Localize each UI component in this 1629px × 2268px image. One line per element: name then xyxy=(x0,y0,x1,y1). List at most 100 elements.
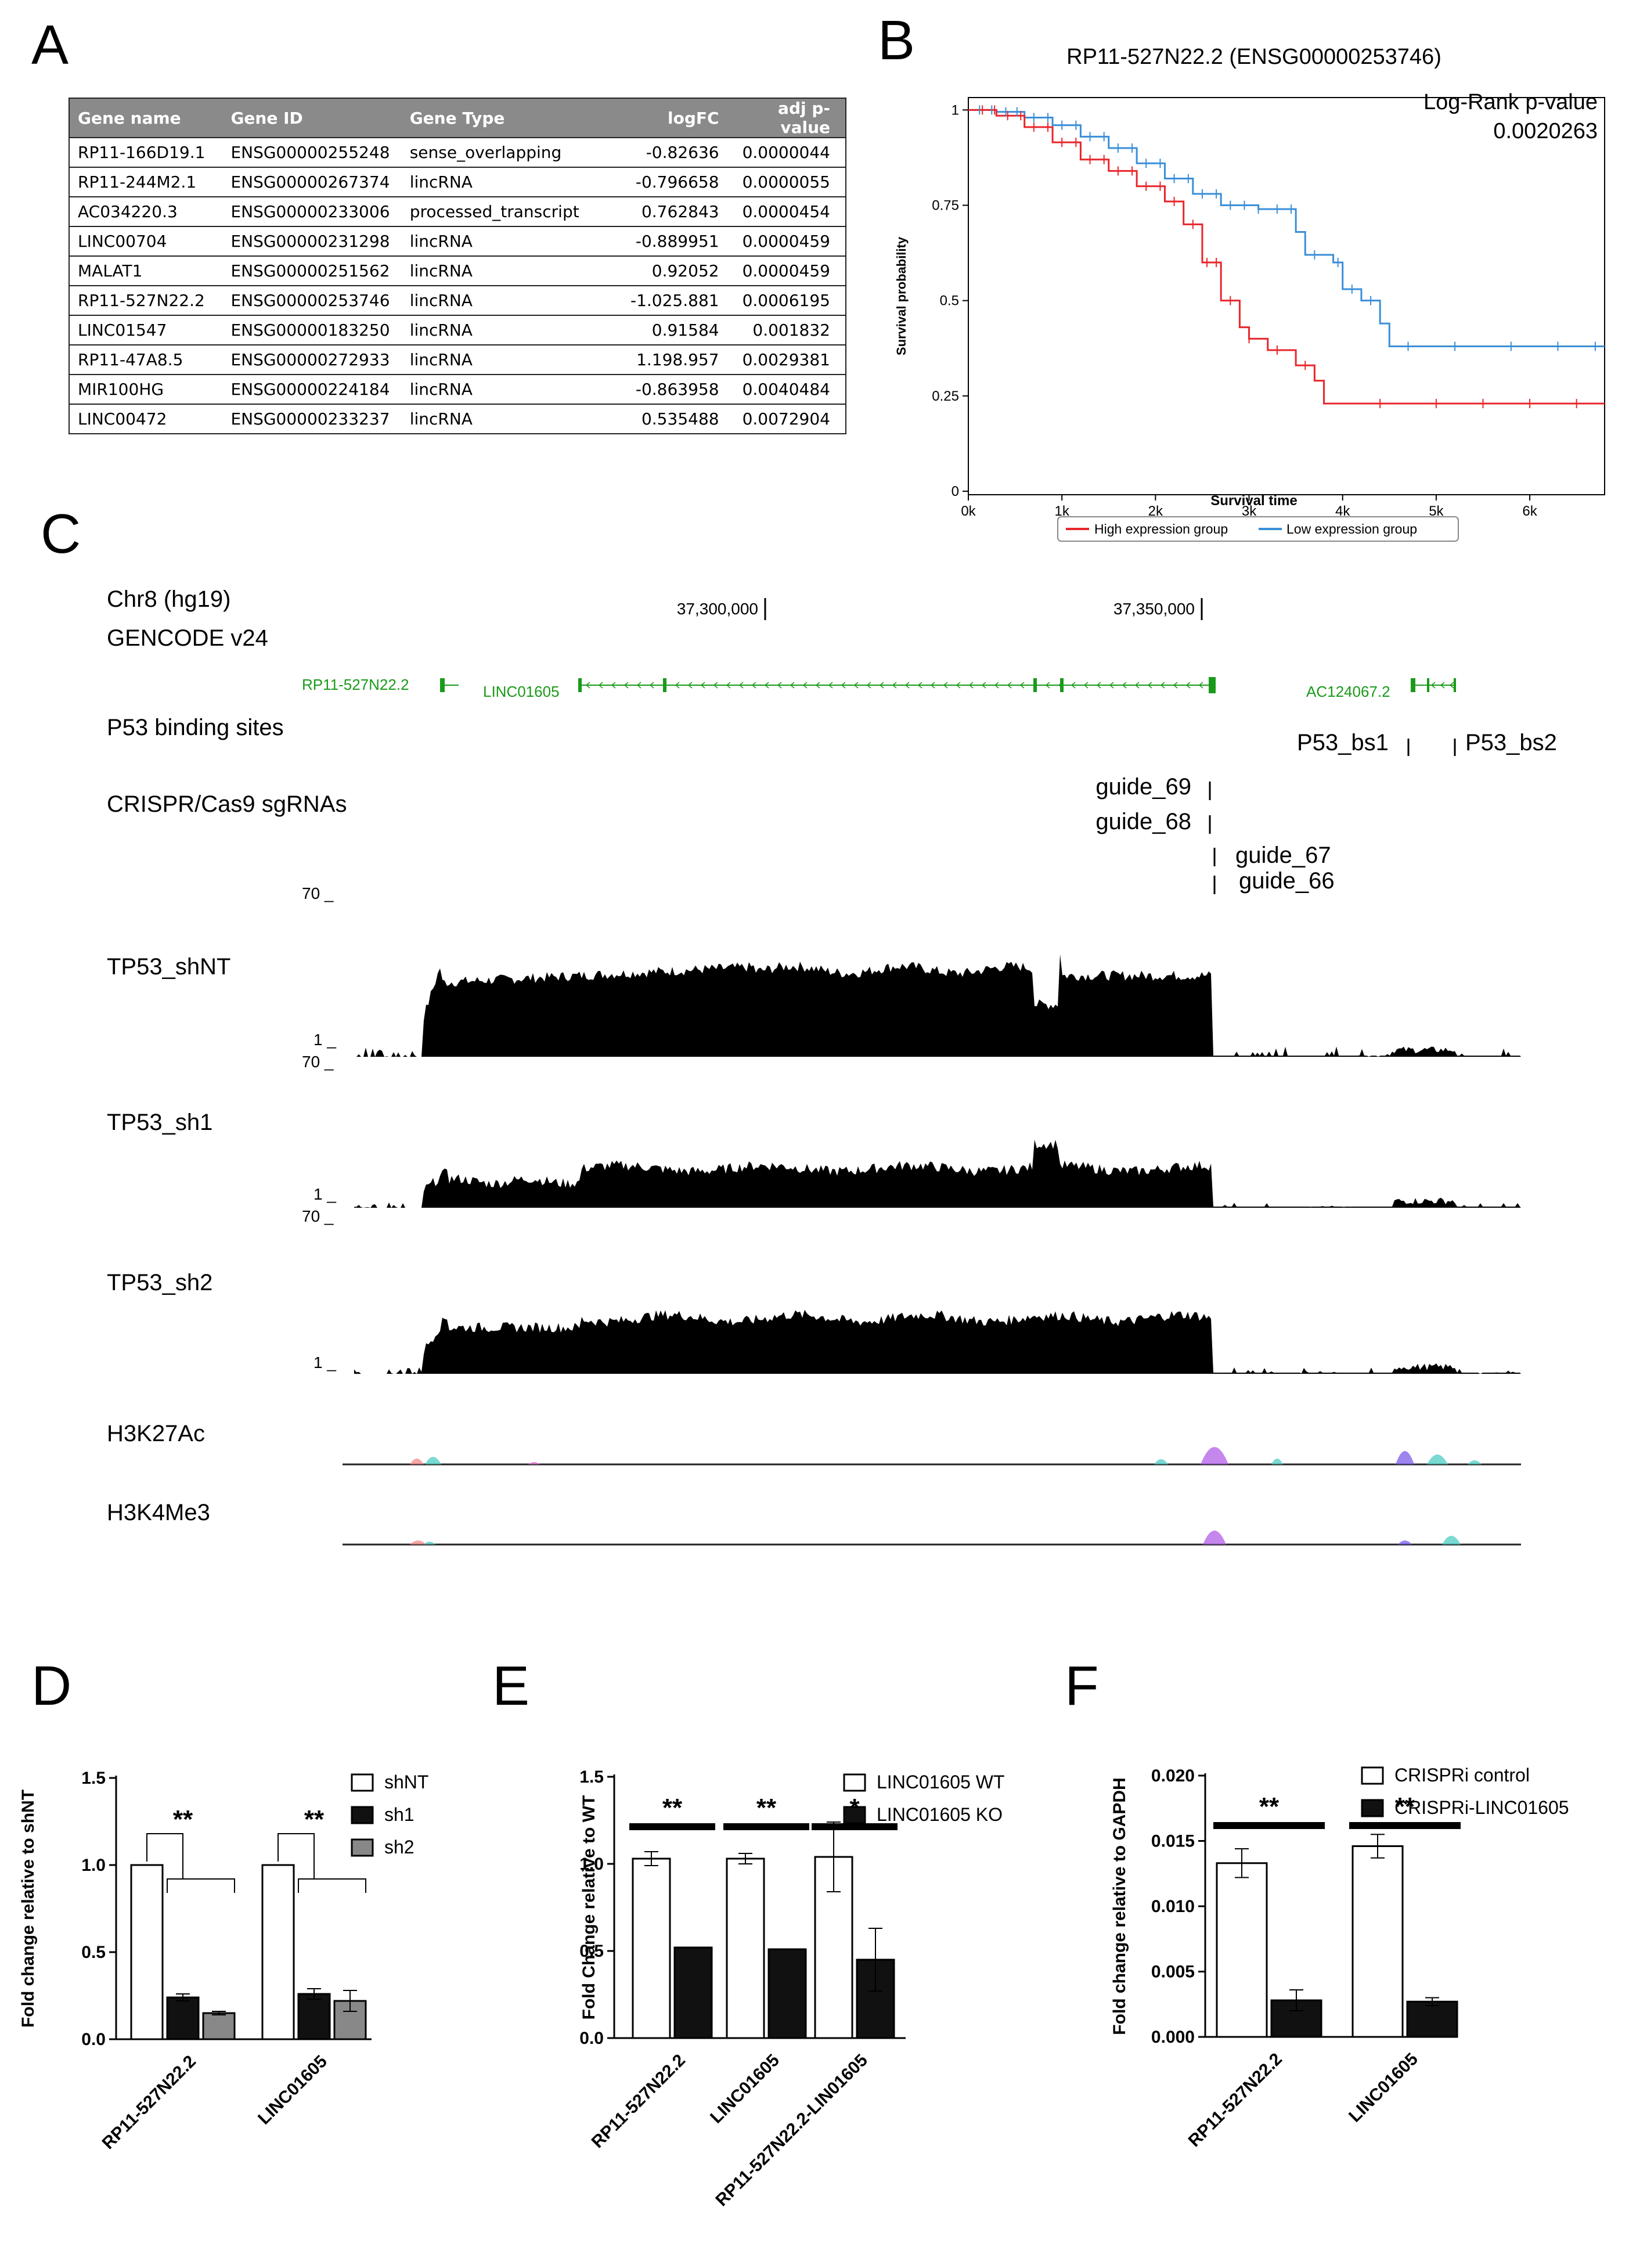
survival-curve-low xyxy=(968,109,1605,347)
y-tick-label: 0.5 xyxy=(81,1943,106,1962)
table-cell: 0.535488 xyxy=(592,404,734,434)
table-cell: ENSG00000233237 xyxy=(222,404,402,434)
gene-exon xyxy=(1427,678,1429,692)
table-cell: LINC00704 xyxy=(69,226,223,257)
table-cell: -1.025.881 xyxy=(592,286,734,316)
category-label: RP11-527N22.2-LIN01605 xyxy=(712,2051,871,2211)
header-logfc: logFC xyxy=(592,98,734,138)
strand-arrow xyxy=(598,682,603,689)
table-cell: lincRNA xyxy=(401,315,592,345)
strand-arrow xyxy=(675,682,680,689)
table-cell: ENSG00000224184 xyxy=(222,375,402,405)
strand-arrow xyxy=(649,682,654,689)
track3-scale-max: 70 _ xyxy=(302,1207,334,1225)
legend-label: LINC01605 WT xyxy=(877,1772,1005,1792)
legend-swatch xyxy=(351,1806,374,1824)
histone-peak xyxy=(410,1459,424,1464)
table-cell: sense_overlapping xyxy=(401,138,592,168)
category-label: RP11-527N22.2 xyxy=(1185,2050,1286,2151)
strand-arrow xyxy=(917,682,922,689)
strand-arrow xyxy=(1147,682,1152,689)
strand-arrow xyxy=(1007,682,1012,689)
strand-arrow xyxy=(904,682,910,689)
y-axis-label: Fold change relative to GAPDH xyxy=(1110,1777,1129,2035)
strand-arrow xyxy=(1109,682,1114,689)
bar-chart-d: 0.0 0.5 1.0 1.5 Fold change relative to shNT… xyxy=(19,1769,428,2153)
bar-chart-e: 0.0 0.5 1.0 1.5 Fold Change relative to WT RP… xyxy=(579,1767,1005,2211)
legend-swatch xyxy=(351,1773,374,1792)
table-cell: 0.762843 xyxy=(592,197,734,227)
table-cell: ENSG00000267374 xyxy=(222,167,402,197)
strand-arrow xyxy=(968,682,974,689)
strand-arrow xyxy=(802,682,808,689)
significance-marker: ** xyxy=(173,1805,193,1834)
strand-arrow xyxy=(1058,682,1063,689)
strand-arrow xyxy=(866,682,871,689)
bar-chart-f: 0.000 0.005 0.010 0.015 0.020 Fold change rel… xyxy=(1110,1765,1569,2151)
gene-exon xyxy=(1209,677,1216,693)
table-cell: lincRNA xyxy=(401,375,592,405)
significance-bar xyxy=(1349,1822,1461,1829)
histone-signal-h3k27ac xyxy=(343,1447,1521,1466)
significance-marker: ** xyxy=(756,1794,777,1822)
histone-peak xyxy=(1154,1459,1168,1464)
significance-bar xyxy=(723,1823,809,1830)
histone-peak xyxy=(424,1542,435,1545)
p53-bs1-label: P53_bs1 xyxy=(1297,730,1389,755)
bar-linc01605-ko xyxy=(767,1948,807,2039)
strand-arrow xyxy=(1185,682,1191,689)
strand-arrow xyxy=(1134,682,1140,689)
gencode-label: GENCODE v24 xyxy=(107,625,268,651)
table-cell: ENSG00000233006 xyxy=(222,197,402,227)
table-cell: 1.198.957 xyxy=(592,345,734,375)
histone-peak xyxy=(425,1457,441,1464)
panel-label-b: B xyxy=(878,9,916,71)
table-header-row: Gene name Gene ID Gene Type logFC adj p-… xyxy=(69,98,846,138)
significance-bracket xyxy=(167,1878,235,1893)
table-row: MIR100HG ENSG00000224184 lincRNA -0.863958 0… xyxy=(69,375,846,405)
strand-arrow xyxy=(841,682,846,689)
strand-arrow xyxy=(1198,682,1203,689)
table-cell: -0.863958 xyxy=(592,375,734,405)
strand-arrow xyxy=(853,682,859,689)
gene-exon xyxy=(1411,678,1415,692)
strand-arrow xyxy=(828,682,833,689)
strand-arrow xyxy=(777,682,782,689)
track3-label: TP53_sh2 xyxy=(107,1270,212,1295)
significance-marker: ** xyxy=(1395,1792,1415,1821)
y-tick-label: 0 xyxy=(952,484,959,499)
header-gene-id: Gene ID xyxy=(222,98,402,138)
legend-label: CRISPRi-LINC01605 xyxy=(1394,1797,1569,1818)
strand-arrow xyxy=(1083,682,1089,689)
bar-sh1 xyxy=(166,1996,200,2040)
table-cell: 0.0000459 xyxy=(734,226,846,257)
y-tick-label: 0.0 xyxy=(81,2030,106,2049)
strand-arrow xyxy=(764,682,769,689)
legend-label: sh1 xyxy=(384,1804,415,1825)
y-tick-label: 0.020 xyxy=(1151,1766,1195,1785)
significance-bar xyxy=(629,1823,715,1830)
bar-crispri-control xyxy=(1216,1862,1268,2038)
table-cell: MALAT1 xyxy=(69,256,223,286)
table-cell: ENSG00000272933 xyxy=(222,345,402,375)
table-cell: 0.0000055 xyxy=(734,167,846,197)
y-tick-label: 1.5 xyxy=(81,1769,106,1788)
panel-label-e: E xyxy=(492,1655,530,1717)
legend-label: shNT xyxy=(384,1772,428,1792)
strand-arrow xyxy=(636,682,641,689)
strand-arrow xyxy=(662,682,667,689)
strand-arrow xyxy=(994,682,999,689)
gene-exon xyxy=(1454,678,1456,692)
header-gene-name: Gene name xyxy=(69,98,223,138)
table-cell: ENSG00000253746 xyxy=(222,286,402,316)
y-tick-label: 1 xyxy=(952,102,959,118)
survival-legend-box xyxy=(1057,516,1459,542)
gene-exon xyxy=(1060,678,1064,692)
strand-arrow xyxy=(790,682,795,689)
bar-sh1 xyxy=(297,1993,331,2040)
strand-arrow xyxy=(738,682,744,689)
table-row: LINC00472 ENSG00000233237 lincRNA 0.535488 0… xyxy=(69,404,846,434)
coord-1: 37,300,000 xyxy=(677,600,758,618)
bar-linc01605-wt xyxy=(632,1857,671,2039)
y-axis-label: Fold change relative to shNT xyxy=(19,1790,38,2028)
